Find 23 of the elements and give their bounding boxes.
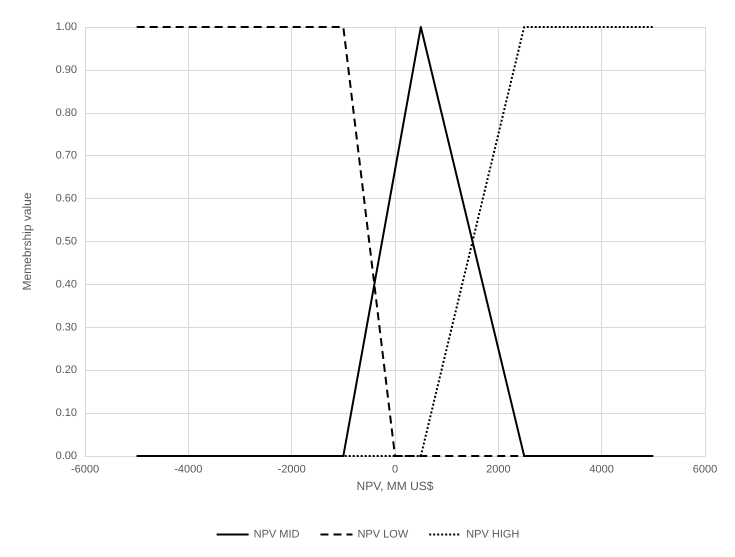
y-tick-label: 0.10: [56, 407, 77, 420]
x-tick-label: 0: [392, 464, 398, 476]
y-axis-title: Memebrship value: [20, 192, 34, 291]
y-tick-label: 0.70: [56, 150, 77, 162]
x-tick-label: 6000: [692, 464, 718, 476]
y-tick-label: 0.20: [56, 364, 77, 376]
legend-label: NPV HIGH: [466, 528, 520, 540]
y-tick-label: 0.80: [56, 106, 77, 119]
y-tick-label: 0.30: [56, 321, 77, 334]
y-tick-label: 0.50: [56, 236, 77, 248]
y-tick-label: 0.40: [56, 278, 77, 290]
x-tick-label: -6000: [70, 464, 100, 476]
legend-label: NPV MID: [254, 528, 300, 540]
x-tick-label: -4000: [174, 464, 202, 476]
y-tick-label: 0.90: [56, 64, 77, 76]
legend-label: NPV LOW: [357, 528, 409, 540]
x-tick-label: -2000: [278, 464, 306, 476]
y-tick-label: 0.00: [56, 450, 77, 462]
x-tick-label: 2000: [486, 464, 511, 476]
x-axis-title: NPV, MM US$: [356, 479, 434, 493]
x-tick-label: 4000: [589, 464, 614, 476]
y-tick-label: 0.60: [56, 192, 77, 205]
y-tick-label: 1.00: [56, 21, 77, 33]
